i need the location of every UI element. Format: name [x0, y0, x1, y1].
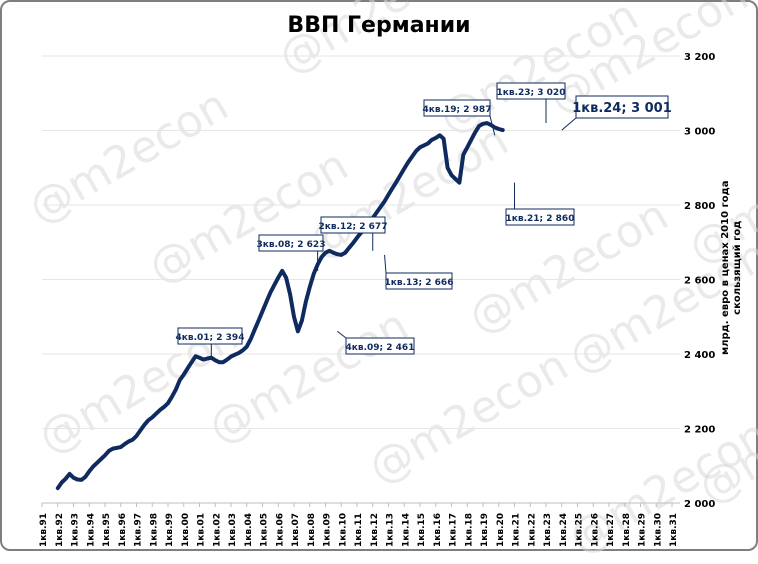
x-tick-label: 1кв.17 — [449, 513, 459, 547]
grid-layer — [41, 55, 680, 507]
annotation-label: 1кв.13; 2 666 — [385, 278, 454, 288]
chart-frame — [0, 0, 758, 551]
x-tick-label: 1кв.07 — [291, 513, 301, 547]
x-tick-label: 1кв.02 — [212, 513, 222, 547]
annotation-box — [505, 208, 575, 226]
x-tick-label: 1кв.01 — [197, 513, 207, 547]
x-tick-label: 1кв.11 — [354, 513, 364, 547]
x-tick-label: 1кв.94 — [86, 513, 96, 547]
annotation-box — [345, 337, 415, 355]
x-tick-label: 1кв.24 — [559, 513, 569, 547]
y-axis-label-line-1: млрд. евро в ценах 2010 года — [720, 180, 731, 355]
x-tick-label: 1кв.05 — [260, 513, 270, 547]
gdp-series-line — [55, 121, 505, 491]
x-tick-label: 1кв.00 — [181, 513, 191, 547]
x-axis-tick-labels: 1кв.91 1кв.92 1кв.93 1кв.94 1кв.95 1кв.96 1кв.… — [39, 513, 679, 547]
x-tick-label: 1кв.93 — [71, 513, 81, 547]
annotation-label: 1кв.24; 3 001 — [572, 101, 672, 116]
x-tick-label: 1кв.92 — [55, 513, 65, 547]
x-tick-label: 1кв.14 — [401, 513, 411, 547]
x-tick-label: 1кв.06 — [275, 513, 285, 547]
x-tick-label: 1кв.16 — [433, 513, 443, 547]
x-tick-label: 1кв.15 — [417, 513, 427, 547]
annotation-leader — [337, 330, 347, 339]
x-tick-label: 1кв.96 — [118, 513, 128, 547]
y-tick-label: 3 000 — [684, 127, 715, 138]
y-axis-label-line-2: скользящий год — [732, 220, 743, 315]
annotation-box — [320, 216, 386, 234]
annotation-box — [385, 272, 453, 290]
annotation-label: 1кв.23; 3 020 — [497, 88, 566, 98]
annotation-box — [258, 234, 324, 252]
annotation-leader — [489, 115, 496, 136]
x-tick-label: 1кв.99 — [165, 513, 175, 547]
x-tick-label: 1кв.27 — [606, 513, 616, 547]
x-tick-label: 1кв.97 — [134, 513, 144, 547]
x-tick-label: 1кв.18 — [464, 513, 474, 547]
x-tick-label: 1кв.95 — [102, 513, 112, 547]
annotation-label: 3кв.08; 2 623 — [257, 240, 326, 250]
x-tick-label: 1кв.09 — [323, 513, 333, 547]
x-tick-label: 1кв.04 — [244, 513, 254, 547]
x-tick-label: 1кв.20 — [496, 513, 506, 547]
annotation-label: 1кв.21; 2 860 — [506, 214, 575, 224]
x-tick-label: 1кв.30 — [653, 513, 663, 547]
y-tick-label: 2 400 — [684, 350, 715, 361]
x-tick-label: 1кв.13 — [386, 513, 396, 547]
y-axis-tick-labels: 2 000 2 200 2 400 2 600 2 800 3 000 3 200 — [684, 52, 715, 510]
x-tick-label: 1кв.31 — [669, 513, 679, 547]
x-tick-label: 1кв.03 — [228, 513, 238, 547]
x-tick-label: 1кв.12 — [370, 513, 380, 547]
annotation-label: 2кв.12; 2 677 — [319, 222, 388, 232]
line-chart: 2 000 2 200 2 400 2 600 2 800 3 000 3 200 1кв.… — [39, 52, 715, 547]
x-tick-label: 1кв.19 — [480, 513, 490, 547]
x-tick-label: 1кв.98 — [149, 513, 159, 547]
y-tick-label: 2 200 — [684, 425, 715, 436]
x-tick-label: 1кв.23 — [543, 513, 553, 547]
x-tick-label: 1кв.08 — [307, 513, 317, 547]
x-tick-label: 1кв.28 — [622, 513, 632, 547]
annotation-leader — [384, 254, 387, 274]
y-tick-label: 2 600 — [684, 276, 715, 287]
x-tick-label: 1кв.10 — [338, 513, 348, 547]
y-axis-label: млрд. евро в ценах 2010 года скользящий … — [720, 181, 744, 355]
annotation-label: 4кв.01; 2 394 — [176, 333, 245, 343]
chart-title: ВВП Германии — [287, 13, 471, 38]
y-tick-label: 2 800 — [684, 201, 715, 212]
x-tick-label: 1кв.25 — [575, 513, 585, 547]
x-tick-label: 1кв.29 — [638, 513, 648, 547]
annotation-box — [496, 82, 566, 100]
annotation-label: 4кв.09; 2 461 — [346, 343, 415, 353]
y-tick-label: 3 200 — [684, 52, 715, 63]
y-tick-label: 2 000 — [684, 499, 715, 510]
annotation-box — [423, 99, 491, 117]
x-tick-label: 1кв.21 — [512, 513, 522, 547]
annotation-box — [177, 327, 243, 345]
x-tick-label: 1кв.91 — [39, 513, 49, 547]
annotation-box — [575, 95, 669, 119]
annotation-leader — [561, 117, 577, 131]
x-tick-label: 1кв.22 — [527, 513, 537, 547]
annotation-label: 4кв.19; 2 987 — [423, 105, 492, 115]
annotations-layer: 4кв.01; 2 394 3кв.08; 2 623 4кв.09; 2 461 2… — [176, 82, 672, 357]
x-tick-label: 1кв.26 — [590, 513, 600, 547]
